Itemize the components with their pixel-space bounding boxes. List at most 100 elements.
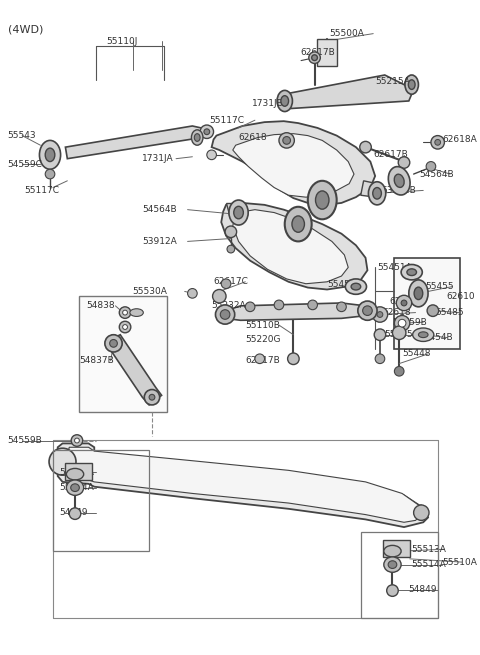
Bar xyxy=(53,450,149,551)
Ellipse shape xyxy=(408,80,415,90)
Polygon shape xyxy=(233,210,348,284)
Circle shape xyxy=(375,354,385,364)
Text: 62617B: 62617B xyxy=(300,48,335,58)
Circle shape xyxy=(435,140,441,145)
Circle shape xyxy=(401,300,407,306)
Ellipse shape xyxy=(66,468,84,480)
Ellipse shape xyxy=(345,279,367,294)
Bar xyxy=(383,540,410,557)
Polygon shape xyxy=(65,447,421,522)
Circle shape xyxy=(109,339,117,347)
Text: 55454B: 55454B xyxy=(419,333,453,342)
Text: 55530A: 55530A xyxy=(133,287,168,296)
Circle shape xyxy=(200,125,214,138)
Circle shape xyxy=(216,305,235,324)
Text: 55215A: 55215A xyxy=(375,77,410,86)
Ellipse shape xyxy=(388,561,397,569)
Circle shape xyxy=(188,289,197,298)
Ellipse shape xyxy=(414,287,423,299)
Text: 55448: 55448 xyxy=(402,350,431,358)
Circle shape xyxy=(245,302,255,312)
Polygon shape xyxy=(58,443,428,527)
Ellipse shape xyxy=(292,216,304,233)
Ellipse shape xyxy=(234,206,243,219)
Text: 62617B: 62617B xyxy=(245,356,280,365)
Ellipse shape xyxy=(388,166,410,195)
Ellipse shape xyxy=(130,309,144,316)
Ellipse shape xyxy=(369,182,386,205)
Circle shape xyxy=(336,302,346,312)
Text: 54564B: 54564B xyxy=(143,205,177,214)
Ellipse shape xyxy=(192,130,203,145)
Circle shape xyxy=(431,136,444,149)
Text: 55451A: 55451A xyxy=(327,280,362,290)
Text: 54837B: 54837B xyxy=(79,356,114,365)
Circle shape xyxy=(119,321,131,333)
Circle shape xyxy=(225,226,237,238)
Ellipse shape xyxy=(229,200,248,225)
Circle shape xyxy=(309,52,320,64)
Circle shape xyxy=(45,169,55,179)
Polygon shape xyxy=(221,203,368,290)
Circle shape xyxy=(119,307,131,318)
Text: 54564B: 54564B xyxy=(420,170,454,179)
Circle shape xyxy=(363,306,372,316)
Text: 1731JB: 1731JB xyxy=(252,100,284,108)
Ellipse shape xyxy=(409,280,428,307)
Text: 62618A: 62618A xyxy=(390,297,424,305)
Circle shape xyxy=(105,335,122,352)
Circle shape xyxy=(144,390,160,405)
Ellipse shape xyxy=(394,174,404,187)
Circle shape xyxy=(149,394,155,400)
Text: 55451A: 55451A xyxy=(377,263,412,272)
Bar xyxy=(65,462,92,480)
Circle shape xyxy=(395,366,404,376)
Text: 55485: 55485 xyxy=(435,308,463,317)
Polygon shape xyxy=(108,335,162,405)
Circle shape xyxy=(288,353,299,365)
Circle shape xyxy=(49,448,76,475)
Bar xyxy=(395,258,460,349)
Bar xyxy=(79,296,168,412)
Text: 62618: 62618 xyxy=(383,308,411,317)
Circle shape xyxy=(207,150,216,160)
Circle shape xyxy=(393,326,406,339)
Ellipse shape xyxy=(373,187,382,199)
Bar xyxy=(317,39,336,66)
Text: 55232A: 55232A xyxy=(212,301,246,310)
Circle shape xyxy=(374,329,386,341)
Text: 55510A: 55510A xyxy=(443,558,478,567)
Bar xyxy=(361,532,438,618)
Ellipse shape xyxy=(285,207,312,242)
Text: 55513A: 55513A xyxy=(412,545,446,553)
Ellipse shape xyxy=(281,96,288,106)
Text: 55117C: 55117C xyxy=(24,186,59,195)
Text: 55513A: 55513A xyxy=(60,468,95,477)
Circle shape xyxy=(69,508,81,519)
Circle shape xyxy=(123,325,128,329)
Circle shape xyxy=(426,162,436,171)
Circle shape xyxy=(360,141,372,153)
Text: 54849: 54849 xyxy=(60,508,88,517)
Ellipse shape xyxy=(277,90,292,111)
Circle shape xyxy=(398,320,406,327)
Ellipse shape xyxy=(401,265,422,280)
Circle shape xyxy=(283,136,290,144)
Text: 62617C: 62617C xyxy=(214,277,249,286)
Text: 62618: 62618 xyxy=(239,133,267,142)
Circle shape xyxy=(123,310,128,315)
Ellipse shape xyxy=(413,328,434,341)
Circle shape xyxy=(387,585,398,596)
Text: 55500A: 55500A xyxy=(329,29,364,38)
Text: 54559C: 54559C xyxy=(8,160,43,169)
Text: 54849: 54849 xyxy=(408,585,436,594)
Polygon shape xyxy=(226,203,239,214)
Polygon shape xyxy=(233,134,354,197)
Circle shape xyxy=(398,157,410,168)
Circle shape xyxy=(396,295,412,310)
Text: 62617B: 62617B xyxy=(373,151,408,159)
Circle shape xyxy=(358,301,377,320)
Circle shape xyxy=(274,300,284,310)
Ellipse shape xyxy=(384,557,401,572)
Text: 55543: 55543 xyxy=(8,131,36,140)
